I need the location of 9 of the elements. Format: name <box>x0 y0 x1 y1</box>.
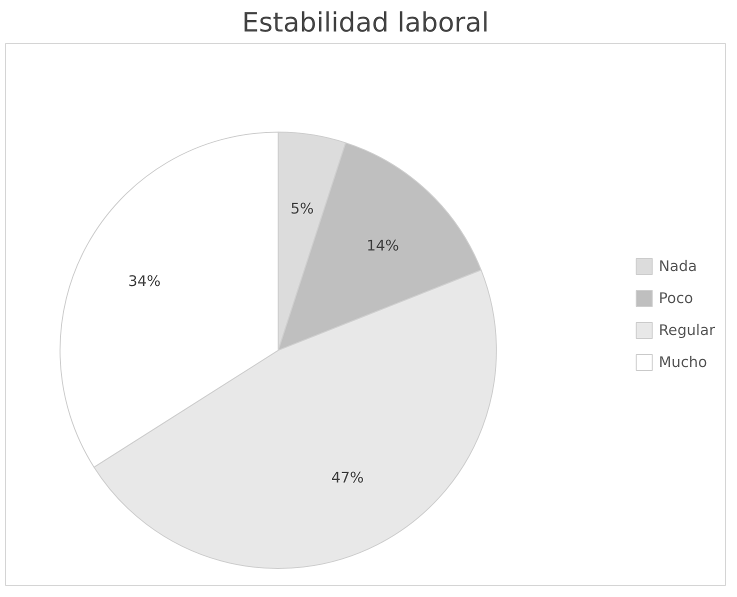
data-label: 47% <box>331 469 364 486</box>
data-label: 5% <box>290 200 314 218</box>
data-label: 14% <box>366 237 400 254</box>
chart-title: Estabilidad laboral <box>242 8 489 38</box>
legend-label: Poco <box>658 290 694 306</box>
legend-label: Regular <box>658 322 715 338</box>
data-label: 34% <box>128 272 161 290</box>
legend-label: Mucho <box>658 354 708 370</box>
legend-label: Nada <box>658 258 698 274</box>
